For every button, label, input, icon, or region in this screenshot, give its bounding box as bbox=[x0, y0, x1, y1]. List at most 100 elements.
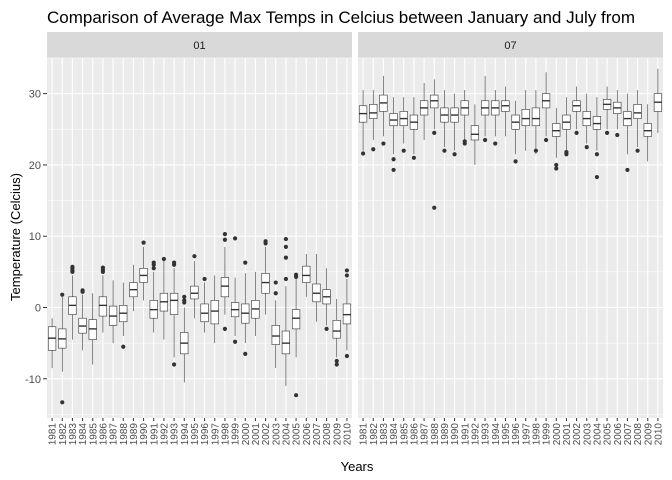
x-tick-label: 1981 bbox=[359, 423, 370, 446]
box-01-1995 bbox=[190, 254, 199, 319]
x-tick-label: 1985 bbox=[399, 423, 410, 446]
x-tick-label: 2009 bbox=[332, 423, 343, 446]
y-tick-label: 0 bbox=[35, 303, 41, 315]
x-tick-label: 1988 bbox=[119, 423, 130, 446]
outlier-point bbox=[391, 167, 396, 173]
y-tick-label: 30 bbox=[29, 89, 41, 101]
x-tick-label: 2007 bbox=[623, 423, 634, 446]
box-07-2010 bbox=[653, 68, 663, 133]
outlier-point bbox=[141, 240, 146, 245]
outlier-point bbox=[452, 152, 457, 157]
outlier-point bbox=[564, 149, 569, 155]
box-iqr bbox=[332, 320, 341, 339]
box-iqr bbox=[302, 265, 311, 283]
box-01-1990 bbox=[139, 240, 148, 301]
box-07-2008 bbox=[633, 90, 642, 153]
box-07-1985 bbox=[399, 97, 408, 153]
box-01-2010 bbox=[342, 268, 352, 359]
x-tick-label: 1982 bbox=[58, 423, 69, 446]
box-07-2007 bbox=[623, 93, 632, 173]
outlier-point bbox=[334, 358, 339, 364]
box-01-2007 bbox=[312, 254, 321, 322]
box-01-1984 bbox=[78, 288, 87, 351]
box-01-1989 bbox=[129, 264, 138, 312]
x-tick-label: 1989 bbox=[440, 423, 451, 446]
box-iqr bbox=[291, 309, 301, 330]
facet-strip-label: 01 bbox=[193, 40, 205, 52]
x-tick-label: 1983 bbox=[379, 423, 390, 446]
box-01-1992 bbox=[159, 256, 169, 340]
box-07-1989 bbox=[440, 90, 449, 153]
box-01-2002 bbox=[261, 239, 270, 315]
box-01-2006 bbox=[302, 254, 311, 297]
x-tick-label: 2003 bbox=[582, 423, 593, 446]
box-01-1991 bbox=[149, 260, 158, 333]
box-07-1991 bbox=[460, 90, 469, 146]
outlier-point bbox=[273, 291, 278, 296]
outlier-point bbox=[283, 244, 289, 250]
x-tick-label: 1998 bbox=[220, 423, 231, 446]
outlier-point bbox=[432, 130, 437, 135]
box-07-2002 bbox=[572, 86, 581, 135]
box-iqr bbox=[342, 303, 352, 325]
outlier-point bbox=[513, 159, 518, 164]
box-iqr bbox=[220, 277, 230, 298]
box-07-1981 bbox=[358, 90, 368, 156]
box-iqr bbox=[430, 94, 439, 109]
x-tick-label: 2003 bbox=[271, 423, 282, 446]
box-07-2009 bbox=[643, 104, 652, 162]
panel-background bbox=[358, 58, 663, 418]
box-01-1987 bbox=[108, 280, 118, 344]
box-07-1996 bbox=[511, 100, 520, 164]
x-tick-label: 2000 bbox=[552, 423, 563, 446]
outlier-point bbox=[462, 139, 467, 144]
outlier-point bbox=[344, 273, 350, 278]
outlier-point bbox=[344, 353, 350, 359]
outlier-point bbox=[635, 148, 640, 153]
outlier-point bbox=[334, 362, 339, 367]
x-tick-label: 2004 bbox=[592, 423, 603, 446]
x-tick-label: 1993 bbox=[481, 423, 492, 446]
box-01-1985 bbox=[88, 293, 97, 365]
box-07-1982 bbox=[369, 90, 378, 152]
box-iqr bbox=[592, 116, 602, 130]
x-axis-label: Years bbox=[341, 459, 374, 474]
outlier-point bbox=[222, 326, 228, 331]
outlier-point bbox=[121, 344, 126, 349]
x-tick-label: 1983 bbox=[68, 423, 79, 446]
x-tick-label: 1996 bbox=[200, 423, 211, 446]
x-tick-label: 1994 bbox=[491, 423, 502, 446]
x-tick-label: 1995 bbox=[501, 423, 512, 446]
box-01-2008 bbox=[322, 268, 331, 331]
x-tick-label: 1982 bbox=[369, 423, 380, 446]
outlier-point bbox=[80, 288, 85, 293]
outlier-point bbox=[283, 276, 289, 282]
y-tick-label: 10 bbox=[29, 231, 41, 243]
outlier-point bbox=[222, 231, 228, 237]
outlier-point bbox=[182, 294, 187, 299]
box-iqr bbox=[643, 123, 652, 137]
box-01-1996 bbox=[200, 276, 209, 333]
x-tick-label: 1991 bbox=[149, 423, 160, 446]
x-tick-label: 1999 bbox=[231, 423, 242, 446]
box-07-2001 bbox=[562, 97, 571, 157]
x-tick-label: 1987 bbox=[109, 423, 120, 446]
x-tick-label: 2002 bbox=[261, 423, 272, 446]
box-07-2003 bbox=[582, 93, 591, 150]
x-tick-label: 1992 bbox=[470, 423, 481, 446]
panel-background bbox=[47, 58, 352, 418]
x-tick-label: 2001 bbox=[562, 423, 573, 446]
box-iqr bbox=[169, 292, 179, 315]
x-tick-label: 1991 bbox=[460, 423, 471, 446]
outlier-point bbox=[182, 298, 187, 303]
outlier-point bbox=[243, 351, 248, 356]
box-01-1997 bbox=[210, 275, 219, 344]
box-07-1986 bbox=[409, 97, 419, 160]
box-07-1999 bbox=[541, 72, 551, 143]
box-iqr bbox=[190, 285, 199, 300]
box-iqr bbox=[369, 104, 378, 119]
